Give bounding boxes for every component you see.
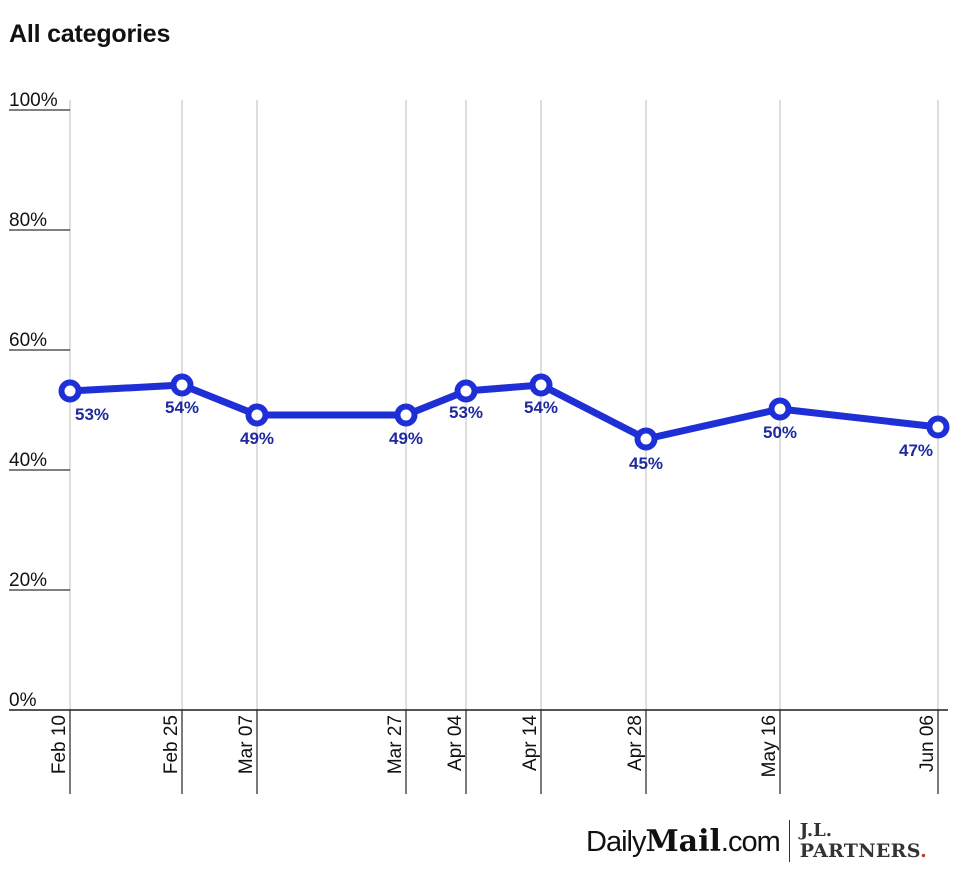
data-label: 47% xyxy=(899,441,933,460)
x-tick-label: Apr 28 xyxy=(625,715,646,771)
series-line xyxy=(69,381,939,443)
jl-partners-logo: J.L. PARTNERS. xyxy=(800,820,927,862)
partner-name: PARTNERS xyxy=(799,840,921,862)
y-tick-label: 40% xyxy=(9,450,47,471)
data-label: 50% xyxy=(763,423,797,442)
data-point-marker xyxy=(454,379,478,403)
data-point-marker xyxy=(768,397,792,421)
data-label: 53% xyxy=(75,405,109,424)
logo-com-text: .com xyxy=(720,825,781,858)
logo-divider xyxy=(788,820,790,862)
x-tick-label: Apr 04 xyxy=(445,715,466,771)
y-tick-label: 60% xyxy=(9,330,47,351)
logo-mail-text: Mail xyxy=(645,823,721,859)
data-point-marker xyxy=(58,379,82,403)
y-tick-label: 80% xyxy=(9,210,47,231)
logo-daily-text: Daily xyxy=(586,825,646,858)
data-point-marker xyxy=(394,403,418,427)
y-tick-label: 100% xyxy=(9,90,58,111)
partner-dot: . xyxy=(920,840,928,862)
data-point-marker xyxy=(634,427,658,451)
data-label: 49% xyxy=(389,429,423,448)
y-tick-label: 20% xyxy=(9,570,47,591)
x-tick-label: Apr 14 xyxy=(520,715,541,771)
x-tick-label: Jun 06 xyxy=(917,715,938,772)
dailymail-logo: Daily Mail .com xyxy=(586,823,781,859)
chart-title: All categories xyxy=(9,20,171,48)
data-point-marker xyxy=(170,373,194,397)
data-point-marker xyxy=(529,373,553,397)
x-tick-label: Feb 25 xyxy=(161,715,182,774)
data-label: 54% xyxy=(165,398,199,417)
footer-logos: Daily Mail .com J.L. PARTNERS. xyxy=(586,816,927,866)
data-point-marker xyxy=(926,415,950,439)
data-label: 53% xyxy=(449,403,483,422)
partner-line1: J.L. xyxy=(799,820,833,841)
data-point-marker xyxy=(245,403,269,427)
x-tick-label: May 16 xyxy=(759,715,780,777)
partner-line2: PARTNERS. xyxy=(800,841,927,862)
x-tick-label: Feb 10 xyxy=(49,715,70,774)
data-label: 45% xyxy=(629,454,663,473)
x-tick-label: Mar 27 xyxy=(385,715,406,774)
x-tick-label: Mar 07 xyxy=(236,715,257,774)
y-tick-label: 0% xyxy=(9,690,37,711)
data-label: 54% xyxy=(524,398,558,417)
data-label: 49% xyxy=(240,429,274,448)
